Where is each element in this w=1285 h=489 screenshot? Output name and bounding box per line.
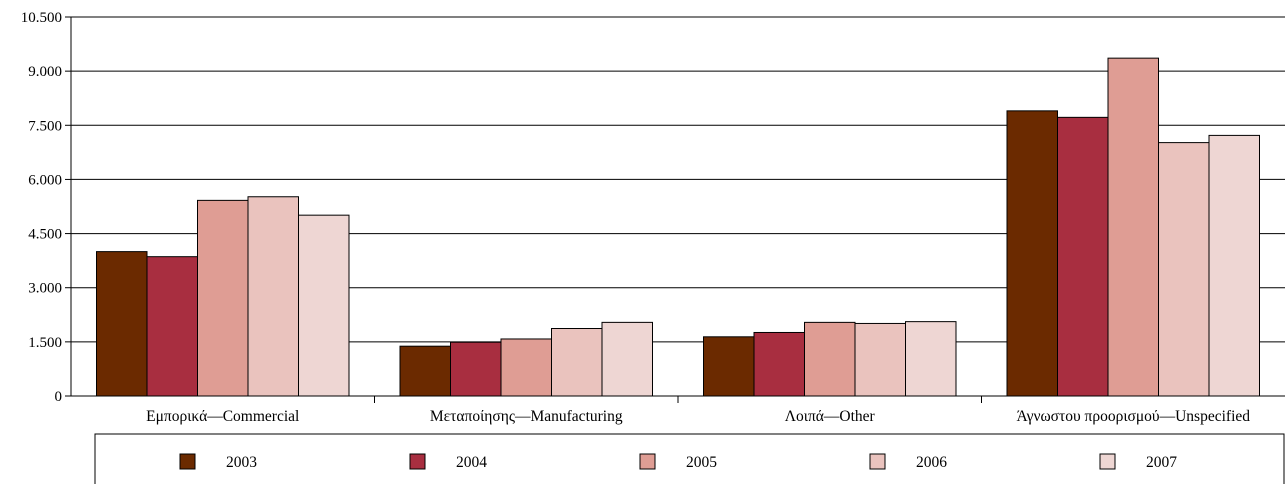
x-tick-label: Εμπορικά—Commercial	[146, 408, 299, 425]
y-tick-label: 9.000	[28, 64, 62, 80]
bar-2006-1	[551, 328, 603, 397]
bar-2007-0	[298, 214, 350, 397]
legend-label: 2005	[686, 454, 717, 471]
y-tick-label: 6.000	[28, 172, 62, 188]
bar-2004-0	[146, 256, 198, 397]
legend-label: 2007	[1146, 454, 1177, 471]
bar-2003-0	[96, 251, 148, 397]
bar-2003-2	[703, 336, 755, 397]
y-tick-label: 4.500	[28, 227, 62, 243]
y-tick-label: 7.500	[28, 118, 62, 134]
bar-2005-2	[804, 321, 856, 397]
x-tick-label: Μεταποίησης—Manufacturing	[430, 408, 623, 425]
x-tick-label: Λοιπά—Other	[785, 408, 876, 425]
bar-2007-3	[1208, 134, 1260, 397]
legend-swatch-2007	[1099, 453, 1116, 470]
bar-2003-1	[399, 345, 451, 397]
bar-2004-1	[450, 341, 502, 397]
y-tick-label: 10.500	[21, 10, 62, 26]
bar-2007-1	[601, 321, 653, 397]
bar-2006-0	[247, 196, 299, 397]
bar-2005-3	[1107, 57, 1159, 397]
bar-2007-2	[905, 321, 957, 397]
legend-swatch-2005	[639, 453, 656, 470]
y-tick-label: 3.000	[28, 281, 62, 297]
x-tick-label: Άγνωστου προορισμού—Unspecified	[1016, 408, 1250, 425]
legend-swatch-2004	[409, 453, 426, 470]
legend-swatch-2003	[179, 453, 196, 470]
y-tick-label: 1.500	[28, 335, 62, 351]
bar-2003-3	[1006, 110, 1058, 397]
legend-label: 2004	[456, 454, 487, 471]
bar-2006-3	[1158, 142, 1210, 397]
bar-2005-1	[500, 338, 552, 397]
y-tick-label: 0	[55, 389, 63, 405]
legend-label: 2003	[226, 454, 257, 471]
bar-2004-2	[753, 331, 805, 397]
legend-swatch-2006	[869, 453, 886, 470]
bar-2005-0	[197, 199, 249, 397]
bar-2004-3	[1057, 116, 1109, 397]
bar-2006-2	[854, 322, 906, 397]
legend-label: 2006	[916, 454, 947, 471]
